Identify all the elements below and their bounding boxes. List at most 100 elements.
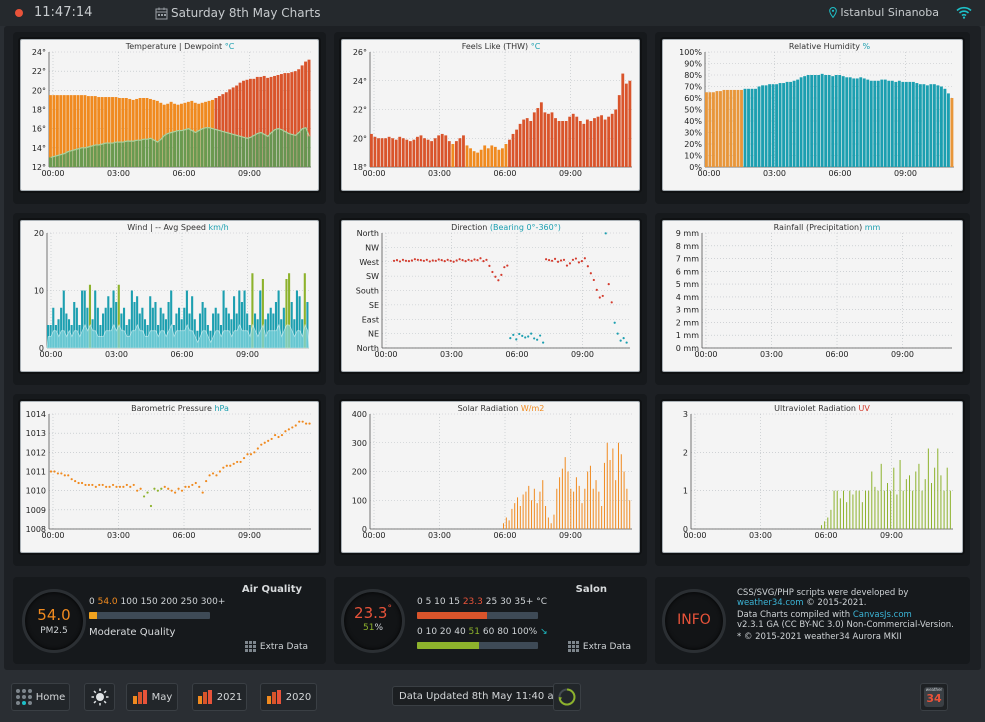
home-button[interactable]: Home (11, 683, 70, 711)
chart-direction[interactable]: Direction (Bearing 0°-360°) North NW West SW… (341, 220, 640, 372)
x-tick-label: 06:00 (170, 350, 193, 359)
chart-uv[interactable]: Ultraviolet Radiation UV 3 2 1 0 00:00 03:00 06… (662, 401, 963, 553)
chart-rainfall[interactable]: Rainfall (Precipitation) mm 9 mm 8 mm 7 mm 6… (662, 220, 963, 372)
chart-wind[interactable]: Wind | -- Avg Speed km/h 20 10 0 00:00 03:00 0… (20, 220, 319, 372)
direction-point (544, 258, 548, 261)
wind-bar (81, 290, 84, 348)
direction-point (401, 258, 405, 261)
feelslike-bar (377, 138, 380, 167)
canvasjs-link[interactable]: CanvasJs.com (852, 610, 912, 620)
pressure-point (277, 435, 280, 439)
chart-temperature[interactable]: Temperature | Dewpoint °C 24° 22° 20° 18° 16°… (20, 39, 319, 191)
feelslike-bar (550, 112, 554, 167)
dewpoint-bar (86, 146, 90, 167)
chart-feelslike[interactable]: Feels Like (THW) °C 26° 24° 22° 20° 18° 00:00 0… (341, 39, 640, 191)
direction-point (392, 259, 396, 262)
humidity-bar (743, 88, 747, 167)
air-quality-title: Air Quality (241, 584, 302, 595)
salon-hum-scale: 0 10 20 40 51 60 80 100% ↘ (417, 627, 548, 637)
year-2021-button[interactable]: 2021 (192, 683, 247, 711)
humidity-bar (792, 80, 796, 167)
year-2020-label: 2020 (285, 691, 312, 703)
wind-bar (109, 307, 112, 348)
uv-bar (821, 525, 822, 529)
chart-title: Direction (Bearing 0°-360°) (451, 223, 561, 232)
year-2020-button[interactable]: 2020 (260, 683, 317, 711)
pressure-point (211, 472, 215, 475)
humidity-bar (813, 75, 817, 167)
direction-point (491, 270, 494, 274)
y-tick-label: 18° (353, 163, 367, 172)
pressure-point (249, 453, 253, 456)
direction-point (473, 258, 476, 261)
theme-toggle-button[interactable] (84, 683, 115, 711)
humidity-bar (740, 89, 743, 167)
month-charts-button[interactable]: May (126, 683, 178, 711)
hum-scale-start: 0 10 20 40 (417, 627, 466, 637)
y-tick-label: 20° (32, 86, 46, 95)
uv-bar (890, 490, 892, 529)
direction-point (452, 260, 455, 263)
direction-point (616, 332, 619, 335)
humidity-bar (897, 80, 901, 167)
status-dot (15, 9, 23, 17)
dewpoint-bar (152, 140, 156, 167)
solar-bar (626, 488, 628, 529)
pressure-point (263, 441, 266, 444)
pressure-point (239, 460, 242, 464)
direction-point (431, 259, 434, 262)
direction-point (398, 260, 402, 263)
uv-bar (836, 490, 838, 529)
location[interactable]: Istanbul Sinanoba (829, 6, 939, 19)
chart-title: Wind | -- Avg Speed km/h (127, 223, 228, 232)
wind-bar (285, 279, 288, 348)
y-tick-label: NW (365, 243, 379, 252)
humidity-bar (943, 88, 947, 167)
x-tick-label: 09:00 (238, 531, 261, 540)
temperature-bar (297, 69, 301, 167)
temperature-bar (90, 96, 94, 167)
trend-down-icon: ↘ (540, 627, 548, 637)
chart-barometer[interactable]: Barometric Pressure hPa 1014 1013 1012 1011 1… (20, 401, 319, 553)
humidity-bar (736, 89, 740, 167)
uv-bar (937, 448, 939, 529)
feelslike-bar (469, 148, 472, 167)
grid-icon (244, 641, 256, 652)
x-tick-label: 03:00 (749, 531, 772, 540)
info-text: CSS/SVG/PHP scripts were developed by we… (737, 588, 963, 642)
page-title: Saturday 8th May Charts (171, 6, 321, 20)
feelslike-bar (490, 145, 494, 167)
weather34-logo[interactable]: weather 34 (920, 683, 948, 711)
status-text: Data Updated 8th May 11:40 am (399, 690, 564, 702)
solar-bar (545, 506, 547, 529)
aq-extra-data-link[interactable]: Extra Data (244, 641, 308, 652)
feelslike-bar (447, 141, 451, 167)
chart-humidity[interactable]: Relative Humidity % 100% 90% 80% 70% 60% 50% 40… (662, 39, 963, 191)
feelslike-bar (504, 144, 508, 167)
logo-number: 34 (926, 692, 942, 705)
humidity-bar (810, 75, 814, 167)
temperature-bar (73, 95, 77, 167)
pressure-point (91, 483, 94, 487)
solar-bar (587, 471, 589, 529)
temperature-bar (255, 76, 259, 167)
refresh-button[interactable] (553, 683, 581, 711)
salon-extra-data-link[interactable]: Extra Data (567, 641, 631, 652)
pressure-point (242, 456, 246, 460)
feelslike-bar (617, 95, 621, 167)
direction-point (425, 258, 428, 261)
feelslike-bar (472, 151, 476, 167)
pressure-point (84, 483, 87, 487)
wind-bar (196, 330, 199, 348)
temperature-bar (242, 80, 245, 167)
y-tick-label: 10 (34, 287, 44, 296)
temperature-bar (152, 99, 156, 167)
dewpoint-bar (200, 128, 204, 167)
chart-solar[interactable]: Solar Radiation W/m2 400 300 200 100 0 00:00 03… (341, 401, 640, 553)
uv-bar (858, 490, 860, 529)
feelslike-bar (423, 138, 426, 167)
dewpoint-bar (307, 136, 311, 167)
x-tick-label: 06:00 (493, 169, 516, 178)
bar-chart-icon (132, 690, 147, 704)
weather34-link[interactable]: weather34.com (737, 598, 804, 608)
